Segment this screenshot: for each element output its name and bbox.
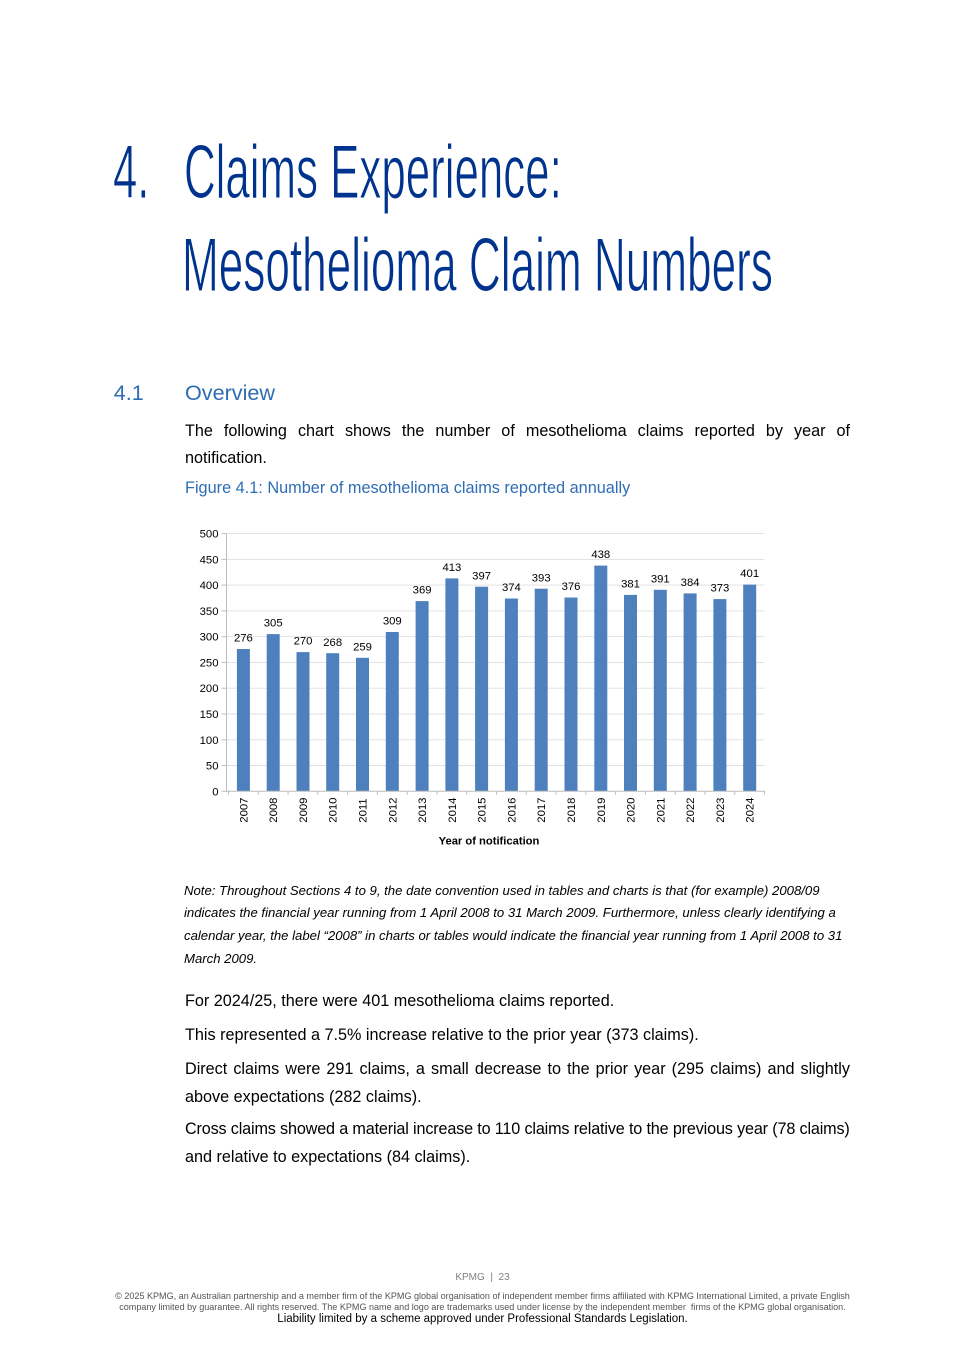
svg-text:393: 393 (532, 572, 551, 584)
svg-text:2015: 2015 (477, 798, 489, 823)
svg-text:2017: 2017 (536, 798, 548, 823)
svg-text:391: 391 (651, 573, 670, 585)
svg-text:2011: 2011 (358, 798, 370, 822)
svg-text:300: 300 (200, 632, 219, 644)
svg-text:450: 450 (200, 554, 219, 566)
svg-text:276: 276 (234, 633, 253, 645)
svg-text:369: 369 (413, 585, 432, 597)
svg-text:2007: 2007 (238, 798, 250, 823)
svg-text:373: 373 (710, 583, 729, 595)
svg-text:2018: 2018 (566, 798, 578, 823)
svg-text:2008: 2008 (268, 798, 280, 823)
svg-text:268: 268 (323, 637, 342, 649)
svg-text:350: 350 (200, 606, 219, 618)
svg-text:305: 305 (264, 618, 283, 630)
svg-text:Year of notification: Year of notification (439, 836, 540, 848)
svg-text:100: 100 (200, 735, 219, 747)
svg-text:401: 401 (740, 568, 759, 580)
svg-text:259: 259 (353, 641, 372, 653)
svg-text:200: 200 (200, 683, 219, 695)
svg-text:376: 376 (562, 581, 581, 593)
svg-text:2022: 2022 (685, 798, 697, 823)
svg-text:2021: 2021 (655, 798, 667, 823)
svg-text:2016: 2016 (506, 798, 518, 823)
svg-text:384: 384 (681, 577, 700, 589)
svg-text:150: 150 (200, 709, 219, 721)
svg-text:309: 309 (383, 616, 402, 628)
svg-text:250: 250 (200, 657, 219, 669)
svg-text:50: 50 (206, 761, 219, 773)
svg-text:2020: 2020 (626, 798, 638, 823)
svg-text:500: 500 (200, 529, 219, 541)
svg-text:413: 413 (442, 562, 461, 574)
svg-text:0: 0 (212, 786, 218, 798)
svg-text:2014: 2014 (447, 798, 459, 823)
svg-text:2023: 2023 (715, 798, 727, 823)
svg-text:2012: 2012 (387, 798, 399, 823)
svg-text:2019: 2019 (596, 798, 608, 823)
svg-text:2024: 2024 (745, 798, 757, 823)
svg-text:381: 381 (621, 579, 640, 591)
svg-text:397: 397 (472, 570, 491, 582)
svg-text:270: 270 (294, 636, 313, 648)
svg-text:2009: 2009 (298, 798, 310, 823)
svg-text:2010: 2010 (328, 798, 340, 823)
svg-text:438: 438 (591, 549, 610, 561)
svg-text:2013: 2013 (417, 798, 429, 823)
svg-text:374: 374 (502, 582, 521, 594)
svg-text:400: 400 (200, 580, 219, 592)
